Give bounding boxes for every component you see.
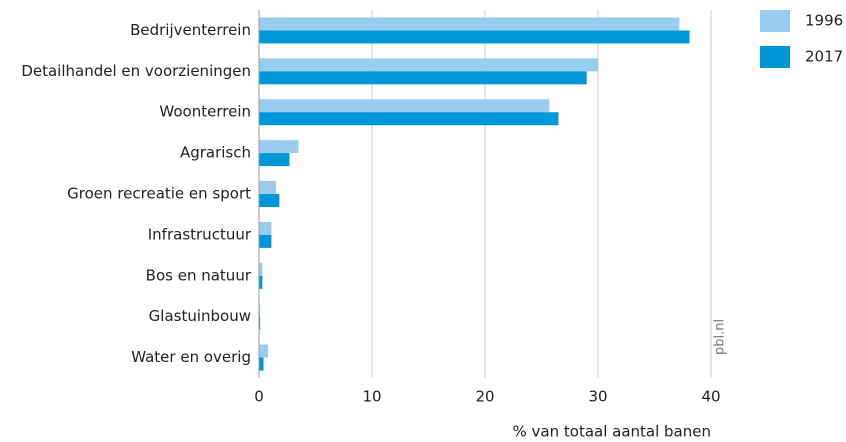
x-tick-label: 10 [362, 388, 381, 406]
legend-label: 2017 [805, 48, 843, 66]
bar [259, 99, 550, 113]
y-tick-label: Groen recreatie en sport [67, 185, 251, 203]
bar [259, 357, 264, 371]
bar [259, 275, 263, 289]
bar [259, 140, 299, 154]
bar [259, 181, 276, 194]
bar [259, 221, 272, 235]
y-tick-label: Glastuinbouw [149, 307, 251, 325]
bar [259, 234, 272, 248]
y-tick-label: Bos en natuur [146, 266, 252, 284]
bar [259, 71, 587, 85]
x-axis-title: % van totaal aantal banen [513, 423, 711, 441]
bar [259, 303, 261, 317]
bar [259, 58, 598, 72]
bar [259, 344, 269, 358]
bar [259, 262, 263, 276]
bar [259, 153, 290, 167]
y-tick-label: Woonterrein [159, 103, 251, 121]
bar [259, 17, 680, 31]
bar [259, 112, 559, 126]
y-tick-label: Detailhandel en voorzieningen [21, 62, 251, 80]
bar [259, 194, 280, 207]
x-tick-label: 30 [588, 388, 607, 406]
bar [259, 30, 690, 44]
y-tick-label: Bedrijventerrein [130, 21, 251, 39]
y-tick-label: Water en overig [131, 348, 251, 366]
bar [259, 316, 261, 330]
x-tick-label: 40 [701, 388, 720, 406]
y-tick-label: Agrarisch [180, 144, 251, 162]
x-tick-label: 0 [254, 388, 264, 406]
legend-swatch [760, 10, 790, 32]
source: pbl.nl [713, 319, 728, 355]
y-tick-label: Infrastructuur [148, 225, 252, 243]
legend-label: 1996 [805, 12, 843, 30]
legend-swatch [760, 46, 790, 68]
x-tick-label: 20 [475, 388, 494, 406]
